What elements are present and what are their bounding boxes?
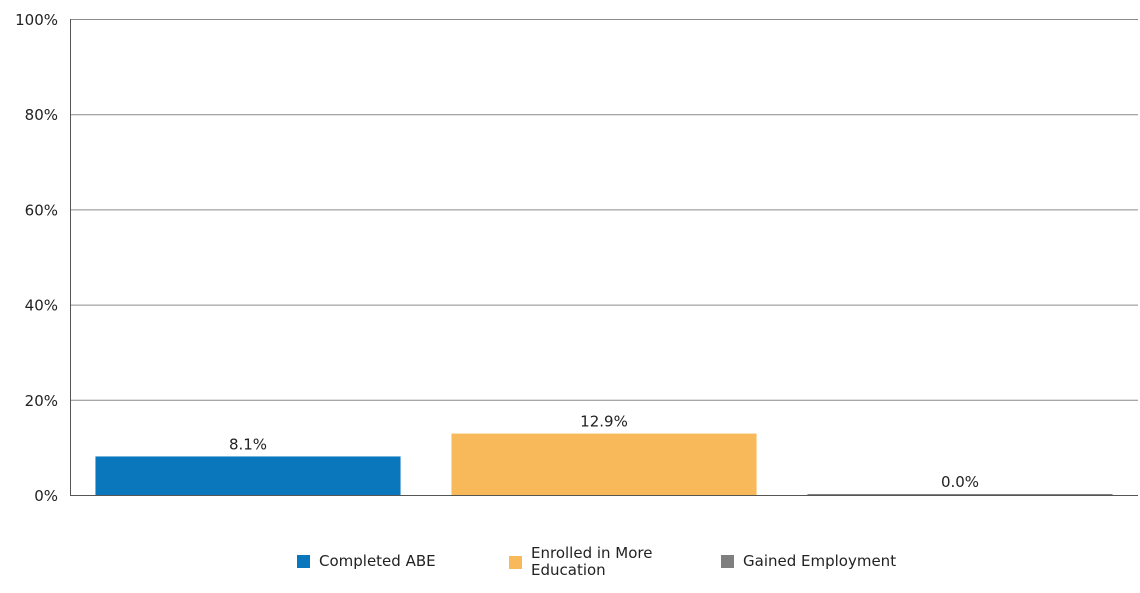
data-label-3: 0.0% xyxy=(941,473,979,491)
bar-1 xyxy=(95,456,401,495)
legend-label-enrolled-more-education: Enrolled in More Education xyxy=(531,544,653,579)
bar-3 xyxy=(807,494,1113,495)
legend-item-enrolled-more-education: Enrolled in More Education xyxy=(509,545,652,579)
data-label-1: 8.1% xyxy=(229,435,267,453)
legend-item-gained-employment: Gained Employment xyxy=(721,553,896,570)
y-tick-label-20: 20% xyxy=(25,392,58,410)
y-tick-label-80: 80% xyxy=(25,106,58,124)
legend-label-gained-employment: Gained Employment xyxy=(743,552,897,570)
legend-label-completed-abe: Completed ABE xyxy=(319,552,436,570)
y-tick-label-0: 0% xyxy=(34,487,58,505)
legend-swatch-enrolled-more-education xyxy=(509,555,522,569)
data-label-2: 12.9% xyxy=(580,413,628,431)
legend-item-completed-abe: Completed ABE xyxy=(297,553,436,570)
chart-legend: Completed ABE Enrolled in More Education … xyxy=(0,545,1140,593)
y-tick-label-100: 100% xyxy=(15,11,58,29)
legend-swatch-gained-employment xyxy=(721,555,734,568)
legend-swatch-completed-abe xyxy=(297,555,310,568)
y-tick-label-60: 60% xyxy=(25,201,58,219)
bar-2 xyxy=(451,433,757,495)
y-tick-label-40: 40% xyxy=(25,297,58,315)
